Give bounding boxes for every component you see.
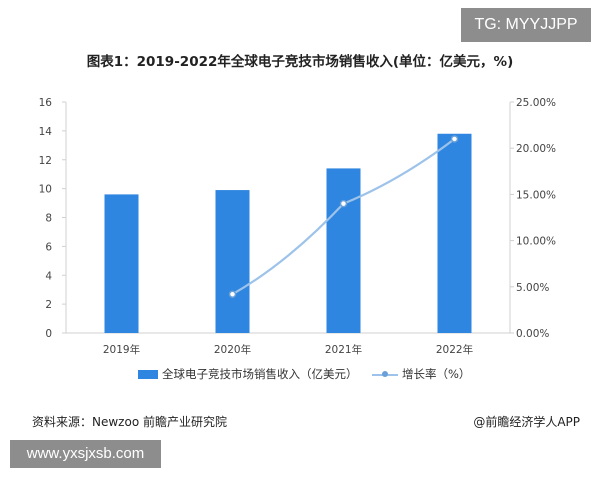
left-tick-label: 12 [39,155,52,167]
left-tick-label: 16 [39,97,53,109]
bar [326,168,361,333]
left-tick-label: 2 [45,299,52,311]
left-tick-label: 8 [45,213,52,225]
right-tick-label: 15.00% [516,189,556,201]
x-tick-label: 2020年 [214,343,251,356]
legend-label-revenue: 全球电子竞技市场销售收入（亿美元） [162,367,358,381]
bar [215,190,250,333]
combo-chart: 0 2 4 6 8 10 12 14 16 0.00% 5.00% 10.00% 15.00% 20.0… [39,97,556,356]
bar-series [104,133,472,333]
line-series [228,135,459,298]
right-tick-label: 5.00% [516,282,549,294]
credit-note: @前瞻经济学人APP [473,415,580,429]
legend-swatch-bar [138,369,158,379]
left-tick-label: 14 [39,126,53,138]
bar [437,133,472,333]
x-axis-ticks: 2019年 2020年 2021年 2022年 [103,343,473,356]
legend-swatch-line [372,370,398,379]
legend-item-revenue: 全球电子竞技市场销售收入（亿美元） [138,366,358,382]
legend-item-growth: 增长率（%） [372,366,470,382]
bar [104,194,139,333]
left-tick-label: 4 [45,270,52,282]
x-tick-label: 2022年 [436,343,473,356]
left-tick-label: 0 [45,328,52,340]
x-tick-label: 2021年 [325,343,362,356]
right-tick-label: 20.00% [516,143,556,155]
chart-title: 图表1：2019-2022年全球电子竞技市场销售收入(单位：亿美元，%) [86,54,514,70]
left-axis-ticks: 0 2 4 6 8 10 12 14 16 [39,97,66,340]
right-tick-label: 25.00% [516,97,556,109]
growth-point [339,199,348,208]
right-axis-ticks: 0.00% 5.00% 10.00% 15.00% 20.00% 25.00% [510,97,556,340]
site-label: www.yxsjxsb.com [10,440,161,468]
right-tick-label: 0.00% [516,328,549,340]
growth-point [228,290,237,298]
legend-label-growth: 增长率（%） [402,367,471,381]
left-tick-label: 6 [45,241,52,253]
right-tick-label: 10.00% [516,236,556,248]
watermark-tag: TG: MYYJJPP [461,8,591,42]
growth-point [450,135,459,143]
x-tick-label: 2019年 [103,343,140,356]
left-tick-label: 10 [39,184,52,196]
source-note: 资料来源：Newzoo 前瞻产业研究院 [32,415,227,429]
